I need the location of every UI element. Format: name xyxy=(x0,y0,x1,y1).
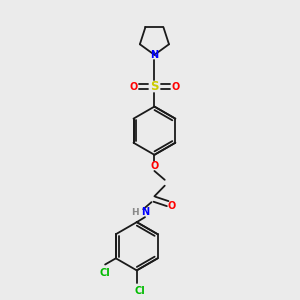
Text: Cl: Cl xyxy=(99,268,110,278)
Text: N: N xyxy=(141,207,149,217)
Text: Cl: Cl xyxy=(134,286,145,296)
Text: H: H xyxy=(131,208,139,217)
Text: O: O xyxy=(167,201,175,211)
Text: N: N xyxy=(150,50,158,60)
Text: S: S xyxy=(150,80,159,93)
Text: O: O xyxy=(129,82,137,92)
Text: O: O xyxy=(172,82,180,92)
Text: O: O xyxy=(150,161,158,171)
